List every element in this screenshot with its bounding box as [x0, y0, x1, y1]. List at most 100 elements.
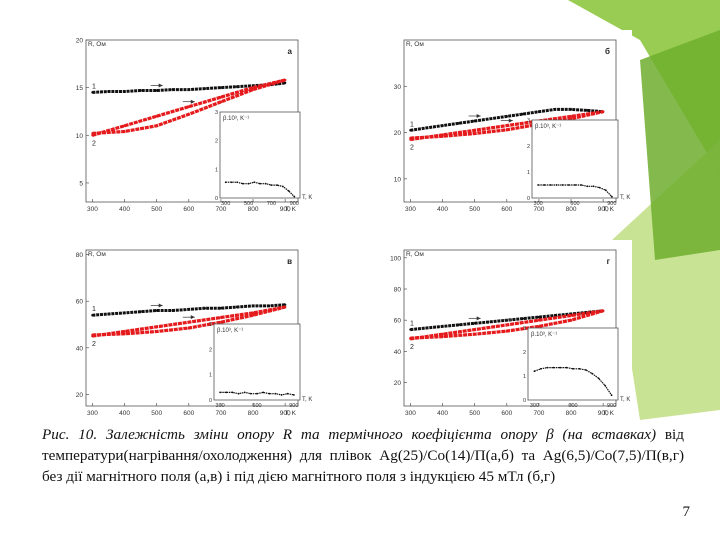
inset-point	[292, 394, 295, 396]
inset-x-tick-label: 900	[607, 201, 616, 207]
inset-point	[219, 391, 222, 394]
green-ribbon-top	[568, 0, 720, 175]
x-tick-label: 300	[87, 206, 98, 213]
inset-point	[552, 366, 555, 369]
x-tick-label: 300	[87, 410, 98, 417]
inset-point	[243, 391, 246, 394]
x-tick-label: 900	[598, 410, 609, 417]
x-tick-label: 800	[566, 410, 577, 417]
inset-x-tick-label: 300	[216, 403, 225, 409]
series-point	[473, 132, 476, 135]
y-tick-label: 20	[394, 130, 402, 137]
series-point	[553, 314, 557, 317]
inset-x-label: T, K	[620, 397, 630, 403]
inset-y-label: β.10³, K⁻¹	[535, 124, 561, 130]
series-label: 2	[410, 344, 414, 351]
y-tick-label: 15	[76, 85, 84, 92]
inset-point	[262, 391, 265, 394]
y-tick-label: 20	[394, 380, 402, 387]
inset-x-tick-label: 600	[568, 403, 577, 409]
inset-x-label: T, K	[302, 397, 312, 403]
series-point	[123, 330, 126, 333]
inset-y-label: β.10³, K⁻¹	[531, 332, 557, 338]
x-tick-label: 500	[469, 206, 480, 213]
inset-x-tick-label: 900	[289, 403, 298, 409]
inset-x-tick-label: 300	[221, 201, 230, 207]
series-point	[425, 326, 428, 330]
series-point	[283, 305, 287, 309]
inset-y-tick-label: 1	[209, 373, 212, 379]
inset-point	[249, 392, 252, 395]
inset-point	[237, 392, 240, 395]
x-axis-label: T, K	[603, 206, 615, 213]
x-tick-label: 700	[533, 410, 544, 417]
series-point	[123, 311, 126, 315]
series-point	[441, 333, 444, 336]
x-tick-label: 500	[469, 410, 480, 417]
inset-frame	[527, 327, 619, 401]
x-tick-label: 400	[119, 410, 130, 417]
inset-y-tick-label: 0	[523, 398, 526, 404]
series-point	[155, 115, 158, 118]
inset-point	[610, 195, 613, 198]
inset-y-tick-label: 2	[209, 347, 212, 353]
series-point	[473, 333, 476, 336]
series-point	[203, 307, 207, 310]
series-point	[267, 304, 271, 308]
series-point	[473, 322, 476, 325]
series-point	[441, 335, 444, 338]
caption-lead: Рис. 10. Залежність зміни опору R та тер…	[42, 426, 657, 443]
series-point	[219, 95, 223, 99]
inset-point	[286, 392, 289, 395]
series-point	[219, 100, 223, 104]
y-tick-label: 20	[76, 38, 84, 45]
series-point	[235, 305, 239, 309]
y-axis-label: R, Ом	[88, 41, 106, 48]
x-tick-label: 800	[566, 206, 577, 213]
y-tick-label: 80	[76, 252, 84, 259]
y-tick-label: 100	[390, 255, 401, 262]
inset-y-tick-label: 3	[527, 118, 530, 124]
inset-point	[610, 394, 613, 397]
x-tick-label: 800	[248, 206, 259, 213]
series-point	[187, 326, 190, 330]
inset-y-tick-label: 0	[209, 398, 212, 404]
series-point	[91, 91, 94, 94]
inset-y-tick-label: 3	[215, 110, 218, 116]
x-tick-label: 600	[501, 206, 512, 213]
x-tick-label: 700	[533, 206, 544, 213]
inset-point	[231, 391, 234, 394]
series-point	[219, 316, 223, 319]
inset-x-tick-label: 600	[570, 201, 579, 207]
series-point	[283, 303, 287, 306]
y-axis-label: R, Ом	[406, 251, 424, 258]
series-point	[251, 313, 255, 317]
inset-point	[225, 391, 228, 394]
x-tick-label: 400	[437, 410, 448, 417]
series-point	[521, 112, 525, 116]
inset-point	[270, 184, 273, 187]
y-tick-label: 20	[76, 392, 84, 399]
series-point	[505, 124, 508, 127]
inset-point	[580, 184, 583, 186]
inset-y-tick-label: 0	[527, 196, 530, 202]
inset-point	[230, 181, 233, 184]
series-label: 2	[92, 341, 96, 348]
inset-x-label: T, K	[302, 195, 312, 201]
series-point	[409, 136, 412, 140]
series-point	[409, 336, 412, 340]
series-point	[473, 328, 476, 331]
green-ribbon-light	[640, 30, 720, 260]
inset-y-tick-label: 2	[523, 350, 526, 356]
y-tick-label: 10	[76, 133, 84, 140]
series-point	[203, 87, 207, 90]
series-point	[155, 325, 158, 329]
inset-point	[264, 182, 267, 185]
series-point	[91, 132, 94, 135]
inset-y-tick-label: 1	[215, 167, 218, 173]
inset-point	[539, 367, 542, 370]
inset-point	[281, 185, 284, 188]
inset-point	[236, 181, 239, 184]
